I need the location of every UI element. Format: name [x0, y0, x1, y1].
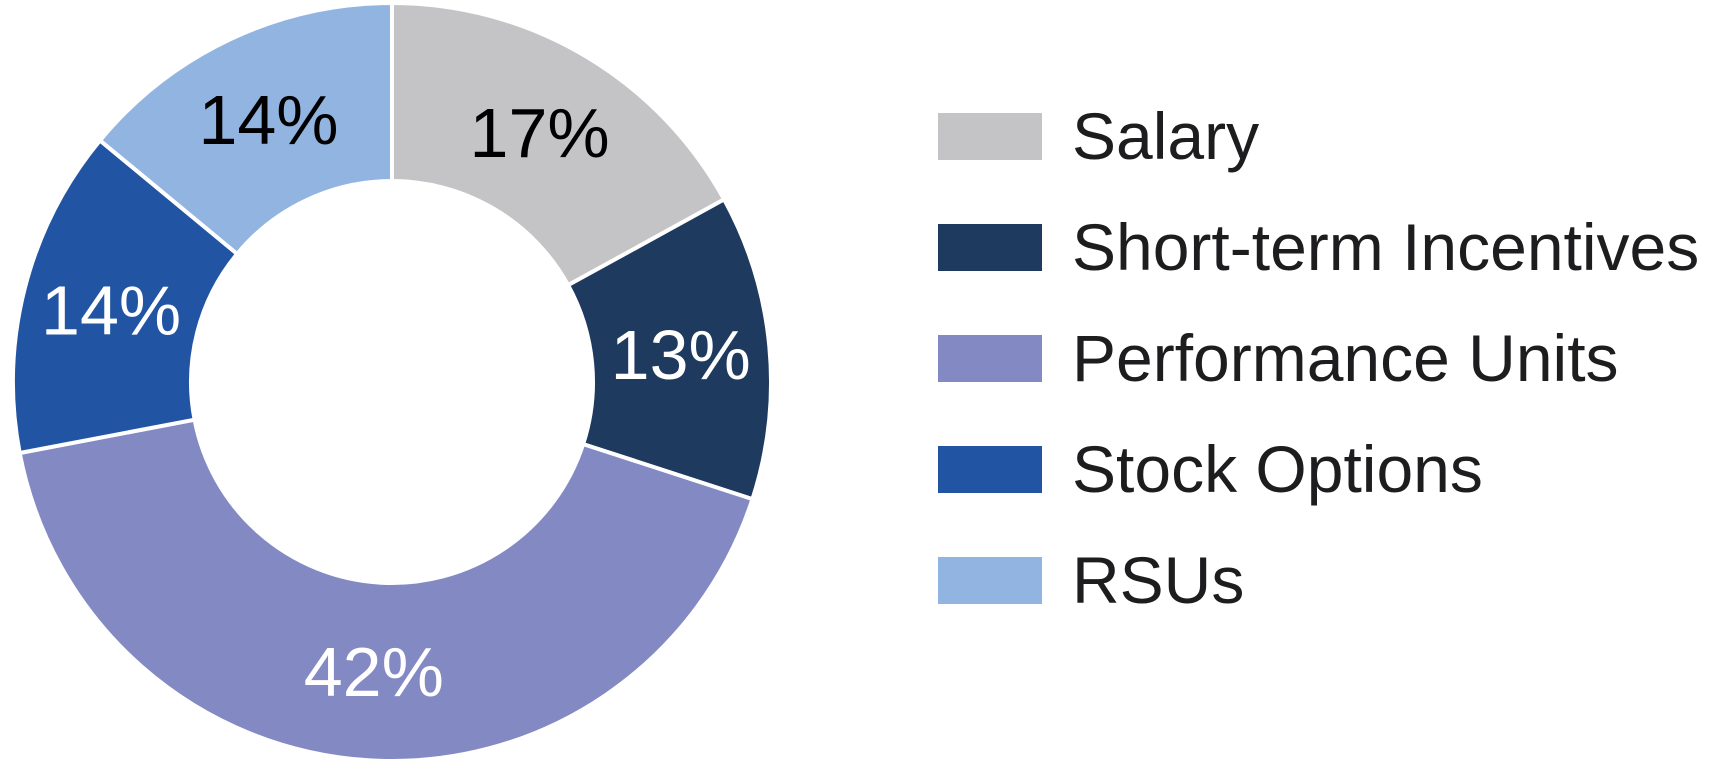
slice-label: 13% — [611, 316, 751, 394]
legend-swatch-stock-options — [938, 446, 1042, 493]
legend-label: Salary — [1072, 99, 1260, 173]
legend-item-salary: Salary — [938, 99, 1699, 173]
donut-chart: 17% 13% 42% 14% 14% — [11, 1, 773, 763]
legend-label: Performance Units — [1072, 321, 1619, 395]
legend-item-rsus: RSUs — [938, 543, 1699, 617]
pie-slice-salary — [390, 1, 727, 288]
pie-slice-stock-options — [11, 138, 240, 456]
chart-legend: Salary Short-term Incentives Performance U… — [938, 99, 1700, 617]
legend-label: Stock Options — [1072, 432, 1483, 506]
pie-slice-short-term-incentives — [566, 197, 773, 502]
legend-label: Short-term Incentives — [1072, 210, 1700, 284]
slice-label: 42% — [304, 633, 444, 711]
pie-slice-performance-units — [17, 417, 755, 763]
legend-swatch-short-term-incentives — [938, 224, 1042, 271]
legend-swatch-salary — [938, 113, 1042, 160]
legend-label: RSUs — [1072, 543, 1245, 617]
pie-slice-rsus — [97, 1, 394, 256]
slice-label: 17% — [470, 94, 610, 172]
legend-item-performance-units: Performance Units — [938, 321, 1699, 395]
legend-swatch-performance-units — [938, 335, 1042, 382]
legend-item-stock-options: Stock Options — [938, 432, 1699, 506]
legend-item-short-term-incentives: Short-term Incentives — [938, 210, 1700, 284]
slice-label: 14% — [41, 271, 181, 349]
legend-swatch-rsus — [938, 557, 1042, 604]
slice-label: 14% — [198, 81, 338, 159]
